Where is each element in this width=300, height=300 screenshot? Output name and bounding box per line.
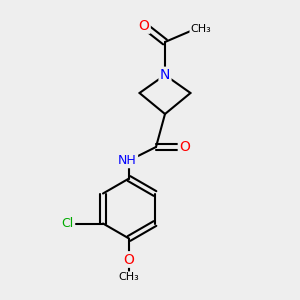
- Text: Cl: Cl: [61, 217, 73, 230]
- Text: O: O: [179, 140, 190, 154]
- Text: CH₃: CH₃: [190, 23, 212, 34]
- Text: N: N: [160, 68, 170, 82]
- Text: O: O: [124, 253, 134, 266]
- Text: O: O: [139, 19, 149, 32]
- Text: CH₃: CH₃: [118, 272, 140, 283]
- Text: NH: NH: [118, 154, 137, 167]
